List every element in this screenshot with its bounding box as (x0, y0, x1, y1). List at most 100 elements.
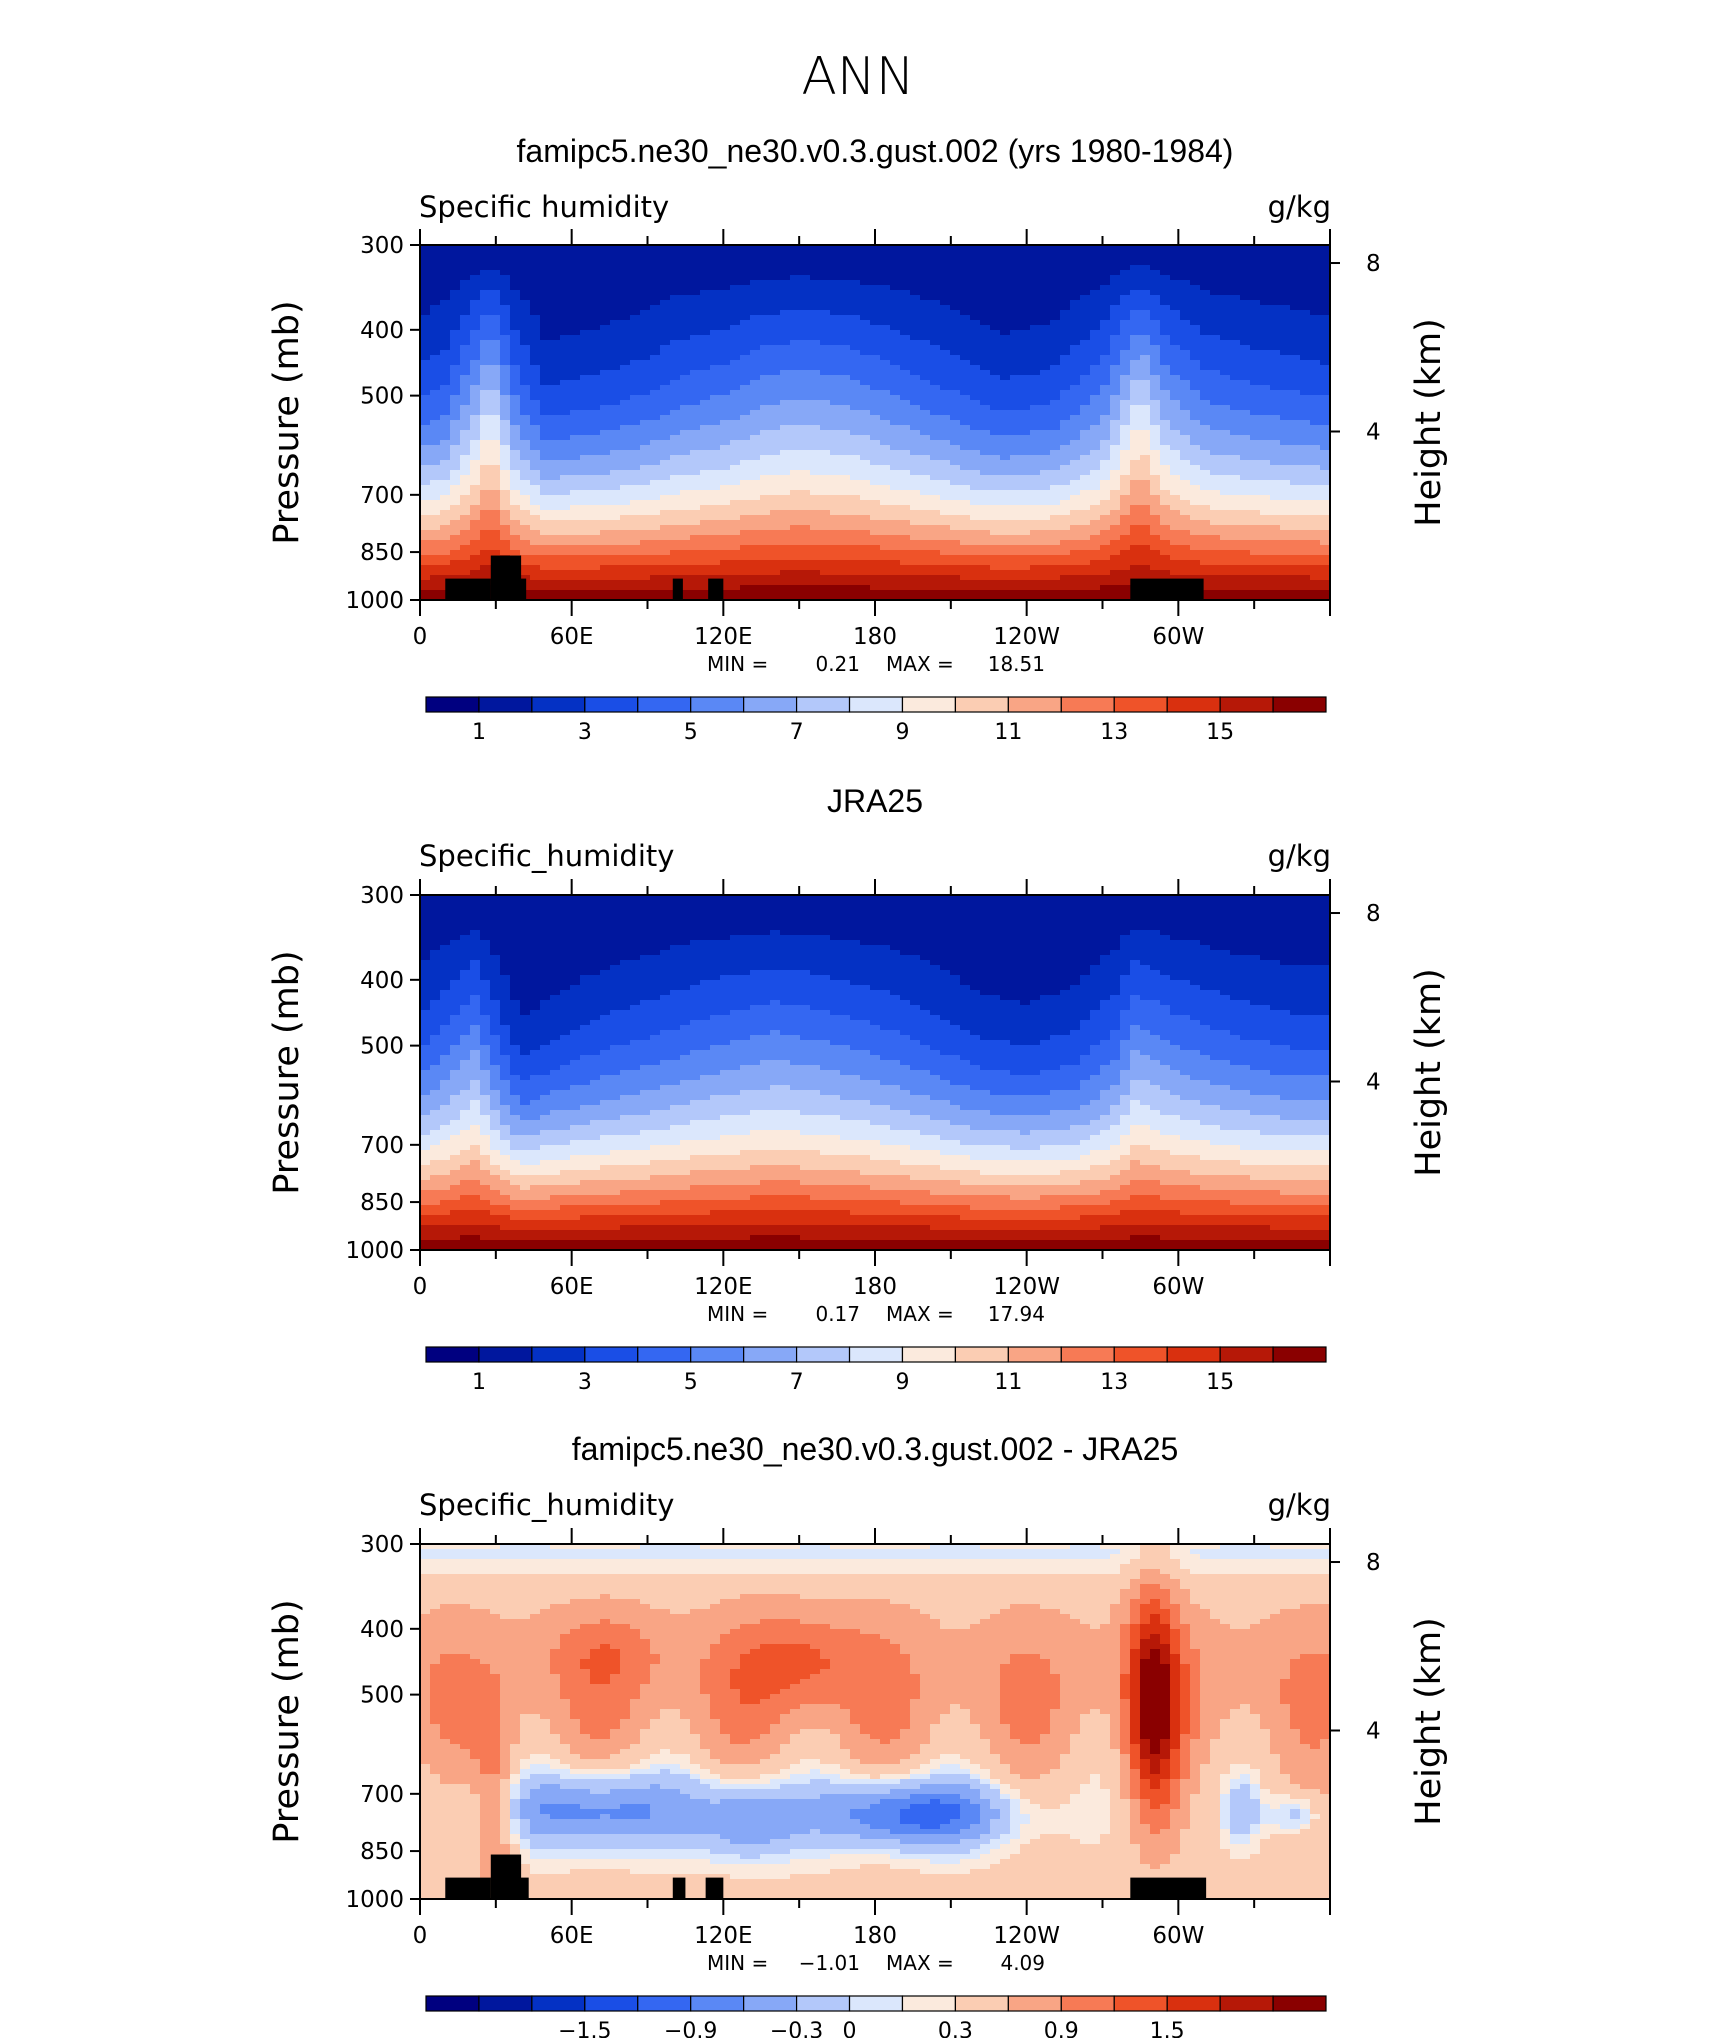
contour-cell (660, 580, 671, 586)
contour-cell (880, 390, 891, 396)
contour-cell (990, 505, 1001, 511)
contour-cell (1060, 515, 1071, 521)
contour-cell (980, 475, 991, 481)
contour-cell (650, 445, 661, 451)
contour-cell (790, 250, 801, 256)
contour-cell (830, 385, 841, 391)
contour-cell (500, 280, 511, 286)
contour-cell (460, 350, 471, 356)
contour-cell (680, 515, 691, 521)
contour-cell (700, 255, 711, 261)
contour-cell (780, 485, 791, 491)
contour-cell (900, 500, 911, 506)
contour-cell (630, 595, 641, 600)
contour-cell (600, 255, 611, 261)
contour-cell (660, 525, 671, 531)
contour-cell (460, 270, 471, 276)
contour-cell (850, 495, 861, 501)
contour-cell (840, 555, 851, 561)
contour-cell (760, 285, 771, 291)
contour-cell (960, 545, 971, 551)
contour-cell (930, 415, 941, 421)
contour-cell (1080, 505, 1091, 511)
contour-cell (840, 575, 851, 581)
contour-cell (700, 455, 711, 461)
contour-cell (760, 270, 771, 276)
contour-cell (960, 315, 971, 321)
contour-cell (1000, 415, 1011, 421)
contour-cell (1090, 410, 1101, 416)
contour-cell (720, 365, 731, 371)
contour-cell (530, 380, 541, 386)
contour-cell (1030, 250, 1041, 256)
contour-cell (970, 365, 981, 371)
contour-cell (570, 595, 581, 600)
contour-cell (640, 510, 651, 516)
contour-cell (660, 555, 671, 561)
contour-cell (890, 315, 901, 321)
contour-cell (480, 520, 491, 526)
contour-cell (540, 375, 551, 381)
contour-cell (520, 470, 531, 476)
contour-cell (620, 425, 631, 431)
contour-cell (700, 285, 711, 291)
contour-cell (660, 320, 671, 326)
contour-cell (960, 555, 971, 561)
contour-cell (550, 405, 561, 411)
contour-cell (850, 550, 861, 556)
contour-cell (970, 425, 981, 431)
contour-cell (950, 480, 961, 486)
contour-cell (830, 520, 841, 526)
contour-cell (1030, 495, 1041, 501)
contour-cell (700, 485, 711, 491)
contour-cell (680, 300, 691, 306)
contour-cell (720, 420, 731, 426)
contour-cell (440, 440, 451, 446)
contour-cell (730, 430, 741, 436)
contour-cell (880, 515, 891, 521)
contour-cell (590, 540, 601, 546)
contour-cell (840, 290, 851, 296)
contour-cell (840, 585, 851, 591)
contour-cell (970, 500, 981, 506)
contour-cell (920, 320, 931, 326)
contour-cell (520, 270, 531, 276)
contour-cell (850, 560, 861, 566)
contour-cell (880, 335, 891, 341)
contour-cell (900, 535, 911, 541)
contour-cell (960, 510, 971, 516)
contour-cell (500, 425, 511, 431)
contour-cell (970, 295, 981, 301)
contour-cell (670, 320, 681, 326)
contour-cell (1030, 490, 1041, 496)
contour-cell (430, 490, 441, 496)
contour-cell (470, 560, 481, 566)
contour-cell (420, 260, 431, 266)
contour-cell (760, 465, 771, 471)
contour-cell (610, 380, 621, 386)
contour-cell (820, 510, 831, 516)
contour-cell (430, 265, 441, 271)
contour-cell (480, 375, 491, 381)
contour-cell (970, 545, 981, 551)
contour-cell (570, 425, 581, 431)
contour-cell (870, 515, 881, 521)
contour-cell (600, 495, 611, 501)
contour-cell (490, 280, 501, 286)
contour-cell (600, 260, 611, 266)
contour-cell (510, 320, 521, 326)
contour-cell (940, 285, 951, 291)
contour-cell (990, 265, 1001, 271)
contour-cell (1000, 560, 1011, 566)
contour-cell (820, 395, 831, 401)
contour-cell (870, 415, 881, 421)
contour-cell (770, 515, 781, 521)
contour-cell (420, 410, 431, 416)
contour-cell (1100, 460, 1111, 466)
contour-cell (560, 420, 571, 426)
contour-cell (690, 465, 701, 471)
contour-cell (540, 450, 551, 456)
contour-cell (740, 425, 751, 431)
contour-cell (570, 470, 581, 476)
contour-cell (740, 330, 751, 336)
